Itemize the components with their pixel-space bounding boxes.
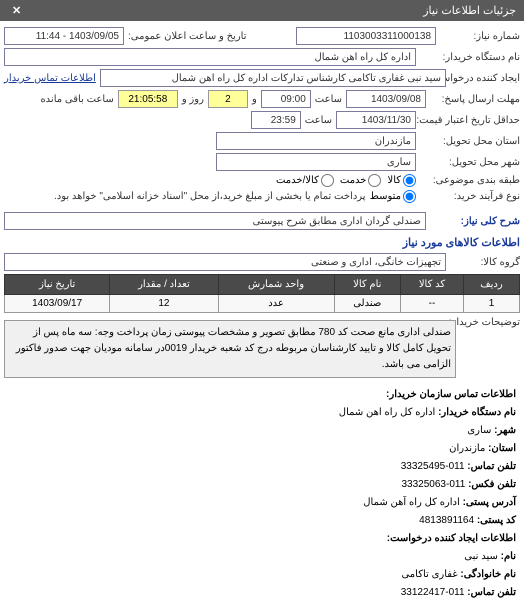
info-family: غفاری تاکامی [401, 569, 457, 580]
radio-khadamat[interactable] [368, 174, 381, 187]
city-label: شهر محل تحویل: [420, 157, 520, 168]
need-number-field: 1103003311000138 [296, 27, 436, 45]
info-family-label: نام خانوادگی: [460, 569, 516, 580]
city-field: ساری [216, 153, 416, 171]
price-hour-field: 23:59 [251, 111, 301, 129]
info-creator-phone-label: تلفن تماس: [467, 587, 516, 598]
subject-group-label: طبقه بندی موضوعی: [420, 175, 520, 186]
time-remaining: 21:05:58 [118, 90, 178, 108]
purchase-type-label: نوع فرآیند خرید: [420, 191, 520, 202]
state-field: مازندران [216, 132, 416, 150]
cell-date: 1403/09/17 [5, 295, 110, 313]
info-org-label: نام دستگاه خریدار: [438, 407, 516, 418]
cell-row: 1 [463, 295, 519, 313]
deadline-label: مهلت ارسال پاسخ: [430, 94, 520, 105]
info-creator-phone: 011-33122417 [401, 587, 465, 598]
info-city: ساری [467, 425, 491, 436]
buyer-desc-box: صندلی اداری مانع صحت کد 780 مطابق تصویر … [4, 320, 456, 378]
cell-qty: 12 [110, 295, 218, 313]
col-name: نام کالا [334, 275, 401, 295]
radio-kala-khadamat[interactable] [321, 174, 334, 187]
info-fax-label: تلفن فکس: [468, 479, 516, 490]
radio-kala-khadamat-label[interactable]: کالا/خدمت [276, 174, 334, 187]
col-qty: تعداد / مقدار [110, 275, 218, 295]
deadline-hour-field: 09:00 [261, 90, 311, 108]
goods-section-title: اطلاعات کالاهای مورد نیاز [4, 236, 520, 249]
requester-label: نام دستگاه خریدار: [420, 52, 520, 63]
need-title-label: شرح کلی نیاز: [430, 216, 520, 227]
col-row: ردیف [463, 275, 519, 295]
contact-info-title: اطلاعات تماس سازمان خریدار: [386, 389, 516, 400]
state-label: استان محل تحویل: [420, 136, 520, 147]
deadline-date-field: 1403/09/08 [346, 90, 426, 108]
close-icon[interactable]: ✕ [8, 4, 25, 17]
info-org: اداره کل راه اهن شمال [339, 407, 436, 418]
col-code: کد کالا [401, 275, 464, 295]
creator-field: سید نبی غفاری تاکامی کارشناس تدارکات ادا… [100, 69, 446, 87]
col-date: تاریخ نیاز [5, 275, 110, 295]
dialog-title: جزئیات اطلاعات نیاز [423, 4, 516, 17]
cell-name: صندلی [334, 295, 401, 313]
radio-motavaset[interactable] [403, 190, 416, 203]
info-postal-addr: اداره کل راه آهن شمال [363, 497, 460, 508]
dialog-header: جزئیات اطلاعات نیاز ✕ [0, 0, 524, 21]
hour-label-2: ساعت [305, 115, 332, 126]
col-unit: واحد شمارش [218, 275, 334, 295]
day-label: روز و [182, 94, 204, 105]
radio-kala[interactable] [403, 174, 416, 187]
goods-table: ردیف کد کالا نام کالا واحد شمارش تعداد /… [4, 274, 520, 313]
announce-date-label: تاریخ و ساعت اعلان عمومی: [128, 31, 247, 42]
subject-radio-group: کالا خدمت کالا/خدمت [276, 174, 416, 187]
need-title-field: صندلی گردان اداری مطابق شرح پیوستی [4, 212, 426, 230]
info-phone: 011-33325495 [401, 461, 465, 472]
info-state-label: استان: [488, 443, 516, 454]
table-row: 1 -- صندلی عدد 12 1403/09/17 [5, 295, 520, 313]
radio-khadamat-label[interactable]: خدمت [340, 174, 382, 187]
need-number-label: شماره نیاز: [440, 31, 520, 42]
radio-kala-label[interactable]: کالا [387, 174, 416, 187]
info-fax: 011-33325063 [401, 479, 465, 490]
table-header-row: ردیف کد کالا نام کالا واحد شمارش تعداد /… [5, 275, 520, 295]
info-name-label: نام: [501, 551, 516, 562]
contact-link[interactable]: اطلاعات تماس خریدار [4, 73, 96, 84]
price-date-field: 1403/11/30 [336, 111, 416, 129]
info-postal-code: 4813891164 [419, 515, 474, 526]
buyer-desc-label: توضیحات خریدار: [460, 317, 520, 328]
info-city-label: شهر: [494, 425, 516, 436]
purchase-note: پرداخت تمام یا بخشی از مبلغ خرید،از محل … [4, 191, 366, 202]
days-remaining: 2 [208, 90, 248, 108]
goods-group-label: گروه کالا: [450, 257, 520, 268]
info-phone-label: تلفن تماس: [467, 461, 516, 472]
purchase-radio-group: متوسط [370, 190, 416, 203]
price-deadline-label: حداقل تاریخ اعتبار قیمت: تا تاریخ: [420, 115, 520, 126]
remain-label: ساعت باقی مانده [40, 94, 113, 105]
hour-label-1: ساعت [315, 94, 342, 105]
cell-code: -- [401, 295, 464, 313]
info-name: سید نبی [464, 551, 498, 562]
goods-group-field: تجهیزات خانگی، اداری و صنعتی [4, 253, 446, 271]
requester-field: اداره کل راه اهن شمال [4, 48, 416, 66]
and-label: و [252, 94, 257, 105]
info-postal-addr-label: آدرس پستی: [463, 497, 516, 508]
creator-label: ایجاد کننده درخواست: [450, 73, 520, 84]
radio-motavaset-label[interactable]: متوسط [370, 190, 416, 203]
content-area: شماره نیاز: 1103003311000138 تاریخ و ساع… [0, 21, 524, 608]
announce-date-field: 1403/09/05 - 11:44 [4, 27, 124, 45]
creator-info-title: اطلاعات ایجاد کننده درخواست: [387, 533, 516, 544]
info-state: مازندران [449, 443, 485, 454]
info-block: اطلاعات تماس سازمان خریدار: نام دستگاه خ… [4, 386, 520, 602]
cell-unit: عدد [218, 295, 334, 313]
info-postal-code-label: کد پستی: [477, 515, 516, 526]
